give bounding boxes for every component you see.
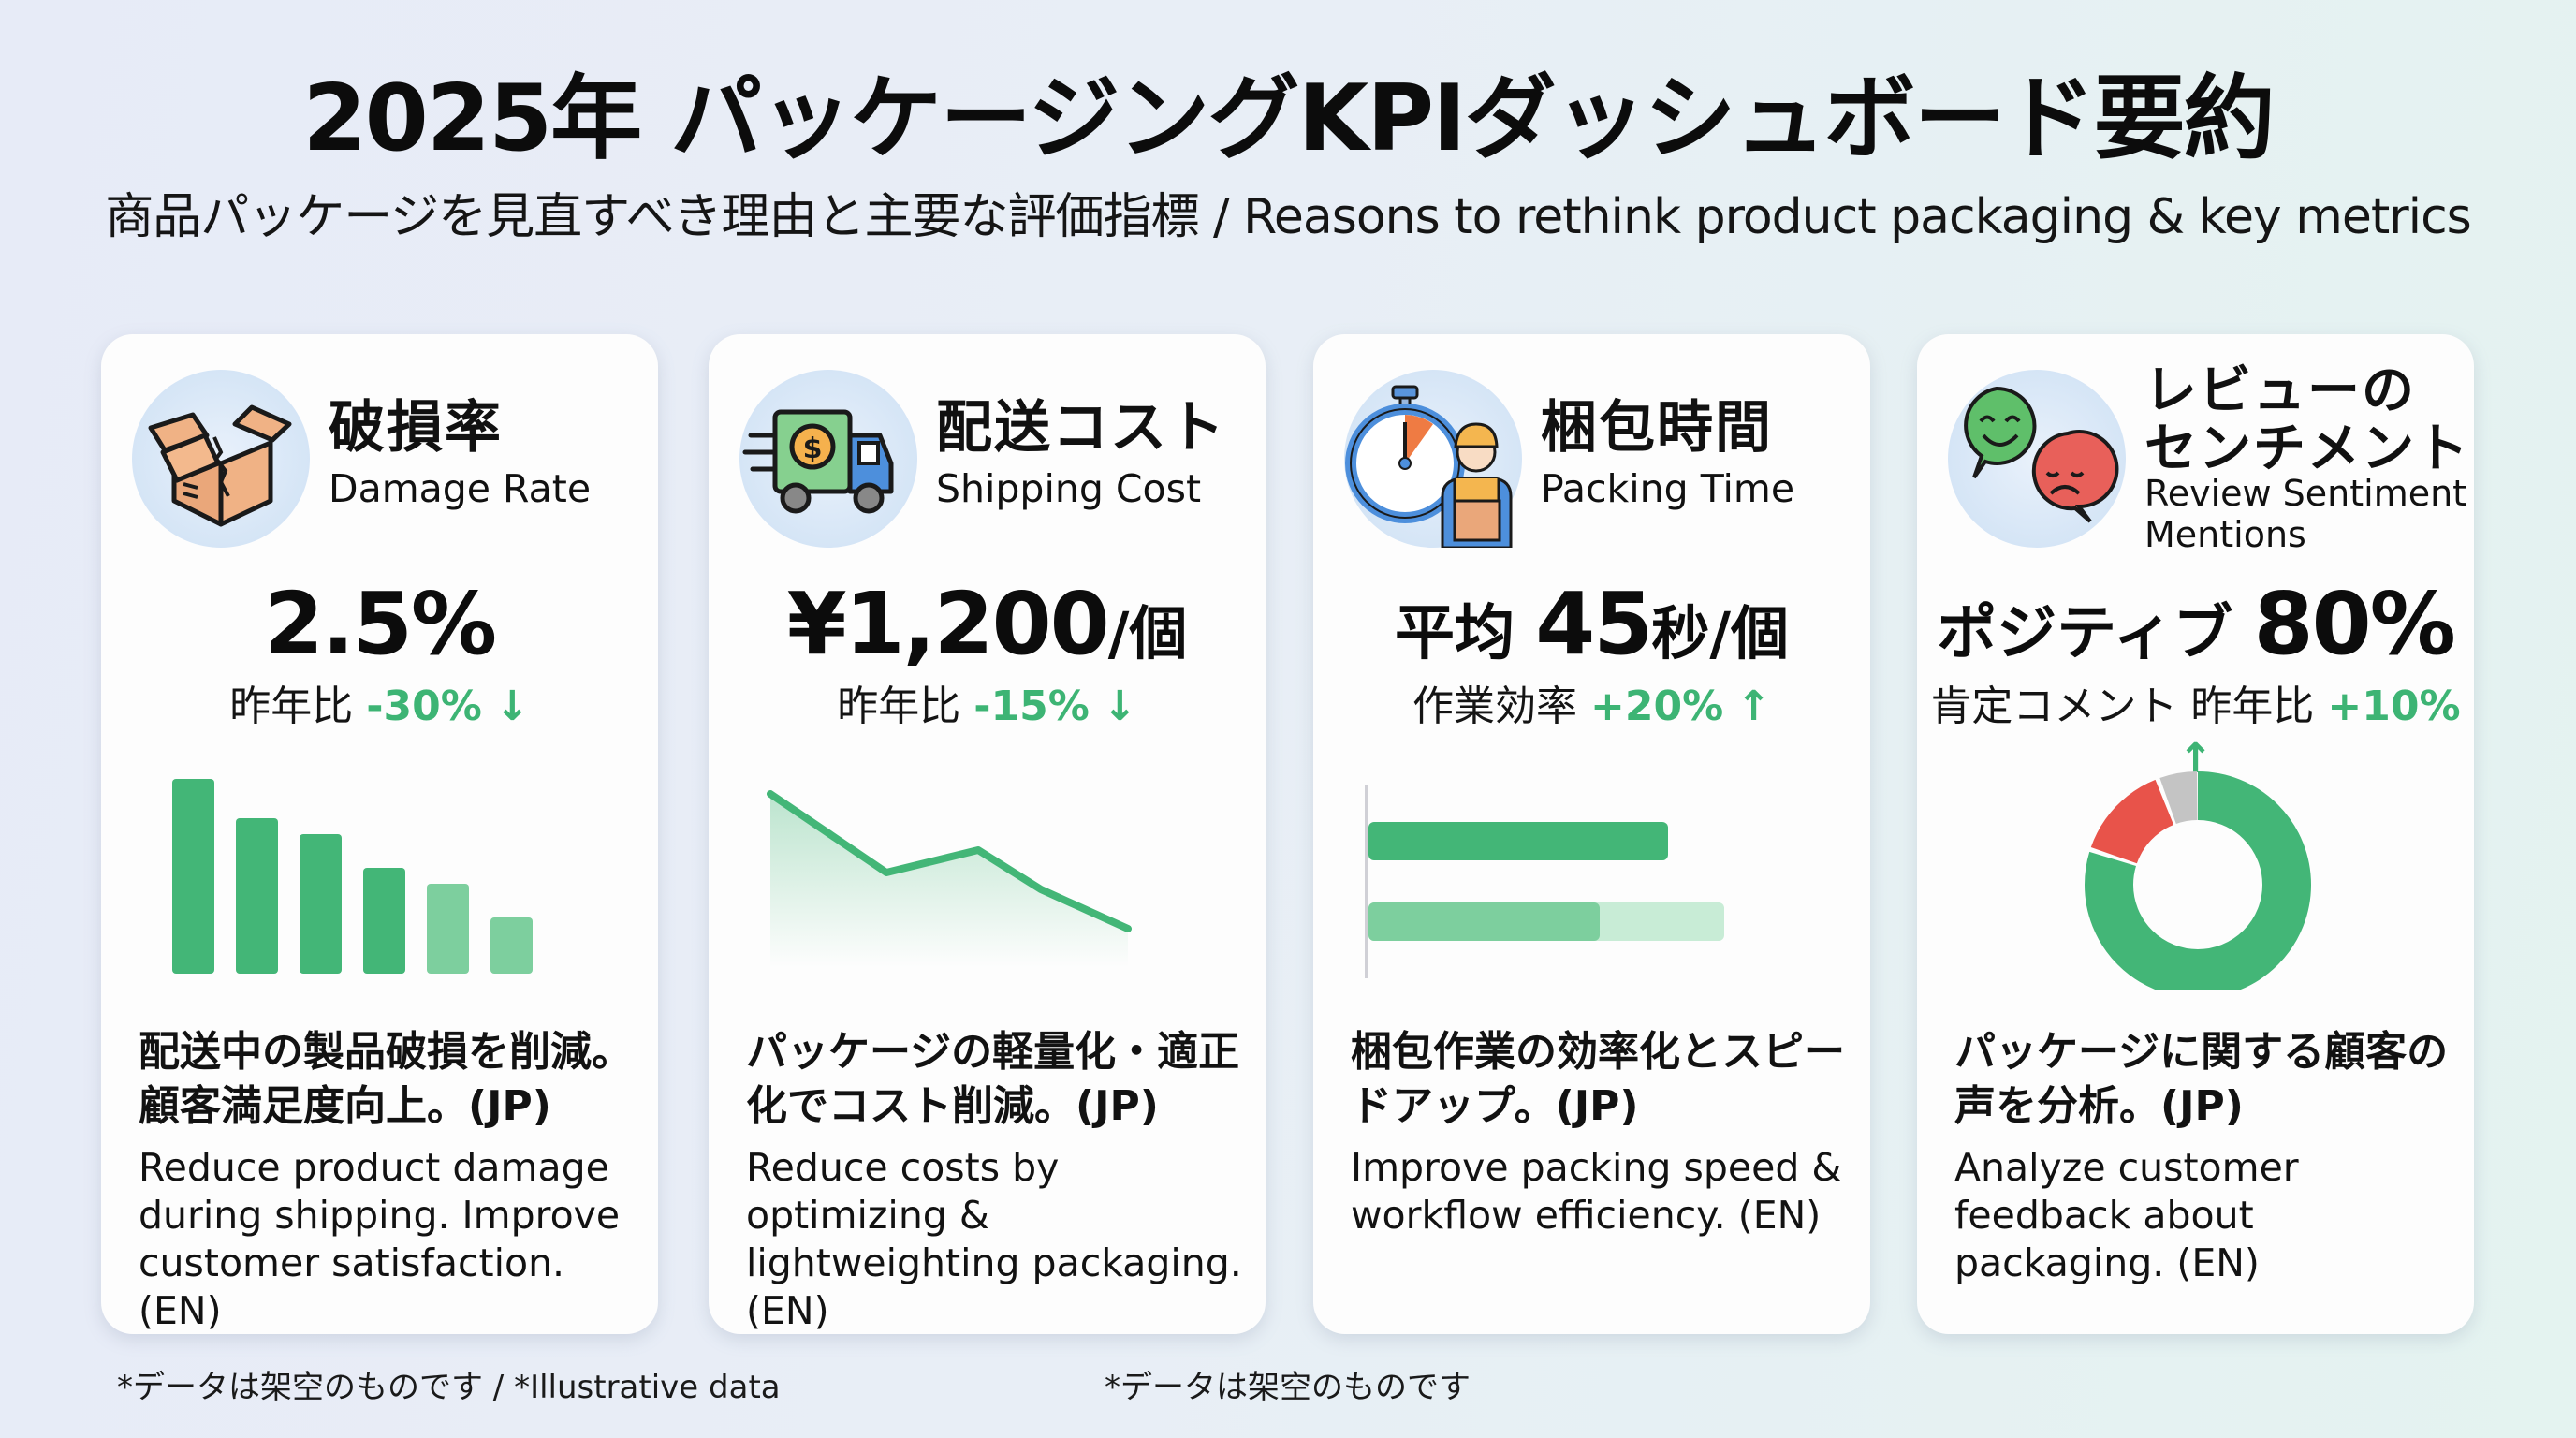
sentiment-bubbles-icon — [1948, 370, 2126, 548]
card-title-jp-line1: レビューの — [2144, 360, 2416, 421]
page-subtitle: 商品パッケージを見直すべき理由と主要な評価指標 / Reasons to ret… — [105, 189, 2472, 245]
delta-value: +20% — [1589, 682, 1724, 730]
card-title-en: Packing Time — [1541, 466, 1795, 511]
svg-text:$: $ — [803, 433, 823, 465]
metric-number: ¥1,200 — [786, 574, 1110, 674]
delta-value: -15% — [973, 682, 1090, 730]
sentiment-donut-chart — [1917, 765, 2474, 998]
kpi-card-packing-time: 梱包時間 Packing Time 平均 45秒/個 作業効率 +20% ↑ 梱… — [1313, 334, 1870, 1334]
arrow-down-icon: ↓ — [1102, 682, 1137, 730]
description-jp: 配送中の製品破損を削減。顧客満足度向上。(JP) — [139, 1028, 633, 1130]
metric-prefix: ポジティブ — [1937, 599, 2254, 668]
footnote-center: *データは架空のものです — [1105, 1369, 1471, 1406]
description-jp: 梱包作業の効率化とスピードアップ。(JP) — [1351, 1028, 1845, 1130]
segment-positive — [2085, 771, 2311, 998]
card-title-jp: レビューの センチメント — [2144, 362, 2470, 478]
card-title-en: Damage Rate — [329, 466, 592, 511]
metric-unit: 秒/個 — [1651, 599, 1789, 668]
bar-current — [1368, 822, 1668, 860]
metric-number: 45 — [1535, 574, 1653, 674]
card-title-jp: 梱包時間 — [1541, 395, 1773, 461]
metric-value: ¥1,200/個 — [709, 573, 1266, 685]
delta-label: 昨年比 — [837, 682, 961, 730]
description-en: Improve packing speed & workflow efficie… — [1351, 1145, 1842, 1238]
delta-value: -30% — [366, 682, 482, 730]
card-title-en-line2: Mentions — [2144, 514, 2306, 555]
card-title-en: Shipping Cost — [936, 466, 1202, 511]
metric-prefix: 平均 — [1395, 599, 1536, 668]
description-en: Analyze customer feedback about packagin… — [1954, 1145, 2299, 1285]
packing-horizontal-bar-chart — [1313, 765, 1870, 990]
damaged-box-icon — [132, 370, 310, 548]
bar-5 — [427, 884, 469, 974]
bar-4 — [363, 868, 405, 974]
bar-6 — [490, 917, 533, 974]
bar-3 — [300, 834, 342, 974]
kpi-card-shipping-cost: $ 配送コスト Shipping Cost ¥1,200/個 昨年比 -15% … — [709, 334, 1266, 1334]
page-title: 2025年 パッケージングKPIダッシュボード要約 — [302, 66, 2275, 172]
description-en: Reduce costs by optimizing & lightweight… — [746, 1145, 1242, 1333]
metric-value: 平均 45秒/個 — [1313, 573, 1870, 685]
damage-bar-chart — [101, 765, 658, 990]
delta-label: 昨年比 — [229, 682, 354, 730]
metric-number: 2.5% — [263, 574, 497, 674]
card-title-en-line1: Review Sentiment — [2144, 473, 2467, 514]
kpi-card-review-sentiment: レビューの センチメント Review Sentiment Mentions ポ… — [1917, 334, 2474, 1334]
metric-number: 80% — [2253, 574, 2456, 674]
card-title-jp-line2: センチメント — [2144, 418, 2470, 479]
stopwatch-worker-icon — [1344, 370, 1522, 548]
metric-value: 2.5% — [101, 573, 658, 676]
delivery-truck-dollar-icon: $ — [739, 370, 917, 548]
card-title-jp: 破損率 — [329, 395, 503, 461]
delta-value: +10% — [2327, 682, 2461, 730]
delta-label: 肯定コメント 昨年比 — [1930, 682, 2315, 730]
shipping-area-chart — [709, 765, 1266, 990]
kpi-card-damage-rate: 破損率 Damage Rate 2.5% 昨年比 -30% ↓ 配送中の製品破損… — [101, 334, 658, 1334]
description-en: Reduce product damage during shipping. I… — [139, 1145, 621, 1333]
footnote-left: *データは架空のものです / *Illustrative data — [117, 1369, 781, 1406]
yoy-delta: 昨年比 -15% ↓ — [709, 681, 1266, 733]
metric-unit: /個 — [1107, 599, 1188, 668]
efficiency-delta: 作業効率 +20% ↑ — [1313, 681, 1870, 733]
description-jp: パッケージに関する顧客の声を分析。(JP) — [1954, 1028, 2449, 1130]
bar-2 — [236, 818, 278, 974]
arrow-up-icon: ↑ — [1736, 682, 1772, 730]
description-jp: パッケージの軽量化・適正化でコスト削減。(JP) — [746, 1028, 1240, 1130]
card-title-jp: 配送コスト — [936, 395, 1226, 461]
card-title-en: Review Sentiment Mentions — [2144, 473, 2466, 555]
yoy-delta: 昨年比 -30% ↓ — [101, 681, 658, 733]
bar-previous — [1368, 902, 1600, 941]
metric-value: ポジティブ 80% — [1917, 573, 2474, 685]
bar-1 — [172, 779, 214, 974]
arrow-down-icon: ↓ — [494, 682, 530, 730]
delta-label: 作業効率 — [1412, 682, 1577, 730]
